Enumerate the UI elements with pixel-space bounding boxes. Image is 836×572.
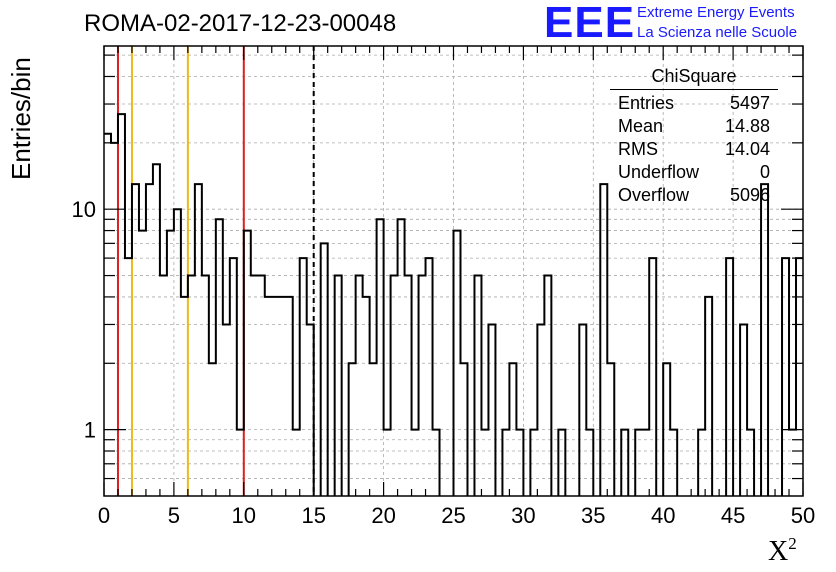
x-tick-label: 40 — [651, 503, 675, 528]
y-tick-label: 10 — [72, 197, 96, 222]
histogram-bins — [104, 113, 803, 496]
histogram — [104, 113, 803, 496]
x-tick-label: 30 — [511, 503, 535, 528]
x-tick-label: 50 — [791, 503, 815, 528]
axis-ticks — [103, 46, 804, 496]
x-tick-label: 15 — [301, 503, 325, 528]
stats-title: ChiSquare — [610, 66, 778, 90]
y-tick-label: 1 — [84, 418, 96, 443]
stats-label: RMS — [618, 139, 658, 159]
x-tick-label: 5 — [168, 503, 180, 528]
x-tick-label: 35 — [581, 503, 605, 528]
x-tick-label: 10 — [232, 503, 256, 528]
x-axis-label-base: X — [768, 536, 789, 567]
histogram-outline — [104, 113, 803, 496]
stats-row: Entries 5497 — [610, 92, 778, 115]
stats-box: ChiSquare Entries 5497 Mean 14.88 RMS 14.04… — [610, 66, 778, 207]
stats-label: Entries — [618, 93, 675, 113]
stats-row: RMS 14.04 — [610, 138, 778, 161]
x-tick-label: 0 — [98, 503, 110, 528]
x-tick-label: 25 — [441, 503, 465, 528]
x-tick-label: 20 — [371, 503, 395, 528]
stats-value: 0 — [759, 162, 770, 182]
stats-row: Overflow 5096 — [610, 184, 778, 207]
logo-line-1: Extreme Energy Events — [637, 4, 795, 21]
stats-row: Underflow 0 — [610, 161, 778, 184]
tick-labels: 0 5 10 15 20 25 30 35 40 45 50 1 10 — [72, 197, 816, 528]
chart-title: ROMA-02-2017-12-23-00048 — [84, 10, 397, 37]
x-tick-label: 45 — [721, 503, 745, 528]
stats-value: 14.04 — [724, 139, 770, 159]
stats-value: 5497 — [729, 93, 770, 113]
stats-label: Mean — [618, 116, 664, 136]
stats-row: Mean 14.88 — [610, 115, 778, 138]
stats-value: 5096 — [729, 185, 770, 205]
stats-label: Overflow — [618, 185, 690, 205]
stats-value: 14.88 — [724, 116, 770, 136]
x-axis-label: X2 — [768, 534, 797, 568]
eee-logo: EEE — [544, 0, 636, 47]
stats-label: Underflow — [618, 162, 700, 182]
x-axis-label-superscript: 2 — [788, 534, 797, 553]
logo-line-2: La Scienza nelle Scuole — [637, 24, 798, 41]
y-axis-label: Entries/bin — [6, 57, 36, 180]
